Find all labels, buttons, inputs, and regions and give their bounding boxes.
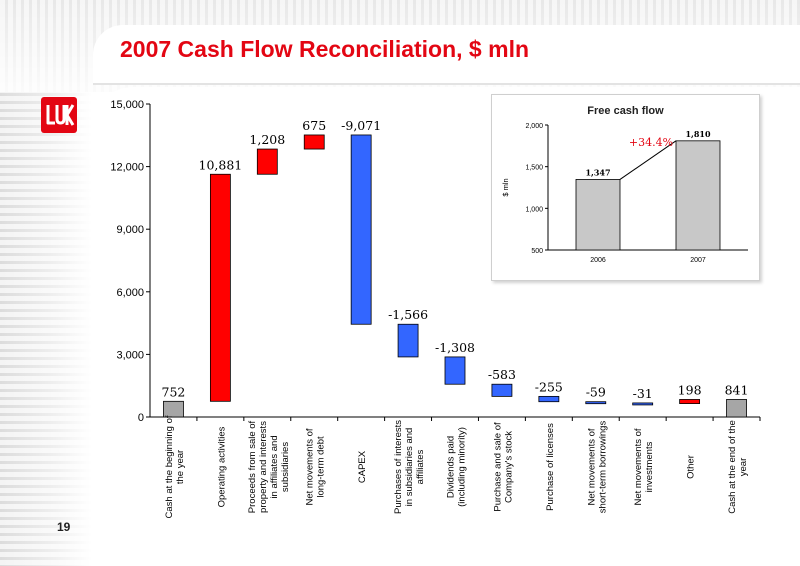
waterfall-bar [444, 356, 466, 385]
free-cash-flow-inset: Free cash flow 500 1,000 1,500 2,000 $ mln 1,… [491, 94, 760, 281]
company-logo [41, 97, 77, 133]
y-tick-label: 6,000 [116, 287, 144, 299]
bar-value-label: -59 [586, 385, 606, 400]
waterfall-bar [163, 400, 184, 418]
bar-value-label: -1,308 [435, 340, 475, 355]
y-tick-label: 12,000 [110, 162, 144, 174]
inset-y-tick-label: 1,000 [525, 206, 543, 213]
inset-y-tick-label: 1,500 [525, 165, 543, 172]
bar-value-label: 198 [678, 382, 702, 397]
bar-value-label: 10,881 [199, 157, 243, 172]
inset-y-axis-title: $ mln [501, 178, 510, 196]
waterfall-bar [397, 323, 419, 358]
bar-value-label: -255 [535, 379, 563, 394]
inset-bar [675, 140, 721, 251]
y-tick-label: 0 [138, 412, 144, 424]
x-category-label: Purchases of interestsin subsidiaries an… [393, 420, 426, 514]
bar-value-label: 675 [302, 118, 326, 133]
waterfall-bar [350, 134, 372, 325]
bar-value-label: -583 [488, 367, 516, 382]
x-category-label: Proceeds from sale ofproperty and intere… [247, 420, 291, 513]
bar-value-label: 841 [725, 382, 749, 397]
inset-bar-value-label: 1,810 [685, 129, 710, 139]
inset-chart-title: Free cash flow [587, 105, 664, 117]
title-band [93, 25, 800, 85]
x-category-label: CAPEX [357, 450, 368, 483]
waterfall-bar [632, 402, 654, 406]
waterfall-bar [585, 401, 607, 405]
x-category-label: Other [686, 455, 697, 479]
x-category-label: Net movements ofshort-term borrowings [586, 421, 608, 514]
bar-value-label: -31 [633, 386, 653, 401]
y-tick-label: 9,000 [116, 224, 144, 236]
inset-bar [575, 179, 621, 251]
y-tick-label: 15,000 [110, 99, 144, 111]
x-category-label: Net movements ofinvestments [633, 428, 655, 505]
bar-value-label: 1,208 [249, 132, 285, 147]
x-category-label: Purchase of licenses [545, 423, 556, 511]
waterfall-bar [209, 173, 231, 402]
inset-growth-annotation: +34.4% [629, 136, 673, 149]
x-category-label: Dividends paid(including minority) [446, 427, 468, 507]
bar-value-label: 752 [162, 384, 186, 399]
waterfall-bar [726, 399, 747, 418]
waterfall-bar [491, 383, 513, 397]
x-category-label: Cash at the end of theyear [727, 420, 749, 513]
bar-value-label: -1,566 [388, 307, 428, 322]
waterfall-bar [256, 148, 278, 175]
logo-mark-icon [46, 104, 75, 126]
waterfall-bar [538, 395, 560, 403]
inset-y-tick-label: 2,000 [525, 123, 543, 130]
x-category-label: Purchase and sale ofCompany's stock [492, 422, 514, 512]
inset-x-tick-label: 2006 [590, 257, 606, 264]
inset-x-tick-label: 2007 [690, 257, 706, 264]
page-title: 2007 Cash Flow Reconciliation, $ mln [120, 36, 530, 62]
inset-bar-value-label: 1,347 [585, 167, 610, 177]
x-category-label: Net movements oflong-term debt [305, 428, 327, 505]
waterfall-bar [679, 399, 701, 404]
x-category-label: Operating activities [216, 426, 227, 507]
waterfall-bar [303, 134, 325, 150]
page-number: 19 [57, 520, 71, 534]
decorative-stripes-left [0, 0, 92, 566]
inset-y-tick-label: 500 [531, 248, 543, 255]
free-cash-flow-chart: 500 1,000 1,500 2,000 $ mln 1,347 2006 1,810 200… [501, 123, 748, 264]
inset-connector-line [619, 140, 677, 180]
y-tick-label: 3,000 [116, 349, 144, 361]
x-category-label: Cash at the beginning ofthe year [164, 415, 186, 518]
bar-value-label: -9,071 [341, 118, 381, 133]
